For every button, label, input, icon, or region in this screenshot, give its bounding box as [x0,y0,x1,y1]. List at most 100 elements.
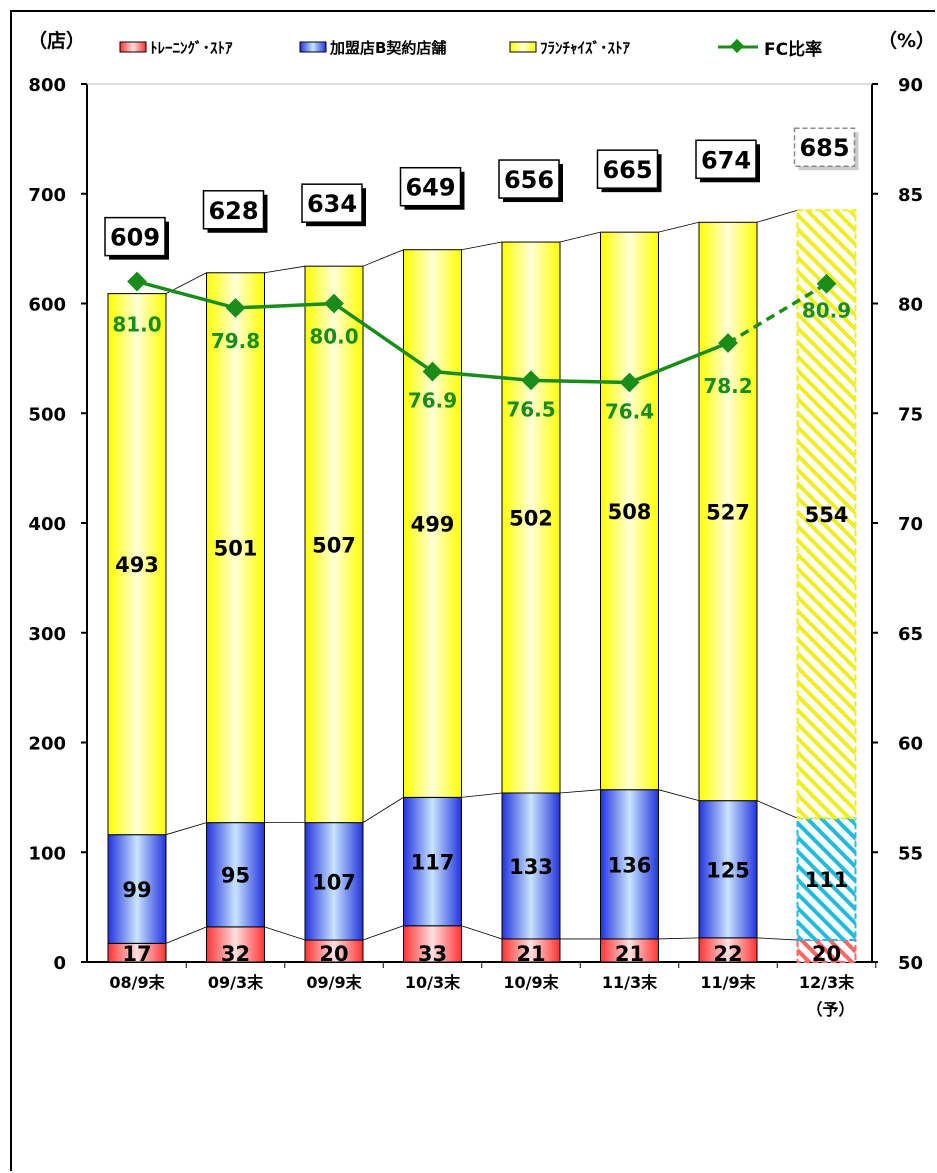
x-tick-label: 11/9末 [700,973,756,992]
member-b-contract-bar [107,834,167,944]
segment-value-label: 22 [713,942,742,966]
y-right-tick-label: 80 [898,295,923,316]
x-tick-label: 11/3末 [602,973,658,992]
series-connector-line [559,789,601,794]
segment-value-label: 527 [706,500,750,524]
fc-ratio-point [718,333,738,353]
segment-value-label: 554 [805,503,849,527]
legend-label: FC比率 [764,39,822,60]
franchise-store-bar [698,221,758,802]
x-tick-label: 10/3末 [405,973,461,992]
y-right-tick-label: 65 [898,624,923,645]
series-connector-line [165,926,207,944]
total-value-label: 628 [208,197,258,225]
segment-value-label: 493 [115,553,159,577]
segment-value-label: 117 [411,851,455,875]
chart-legend: ﾄﾚｰﾆﾝｸﾞ･ｽﾄｱ 加盟店B契約店舗 ﾌﾗﾝﾁｬｲｽﾞ･ｽﾄｱ FC比率 [119,38,822,60]
segment-value-label: 20 [812,942,841,966]
total-value-label: 609 [110,224,160,252]
chart-frame [10,10,935,1171]
total-value-label: 674 [701,146,751,174]
x-tick-label: 09/9末 [306,973,362,992]
x-tick-label: 12/3末 [799,973,855,992]
y-left-tick-label: 500 [28,404,66,425]
member-b-contract-bar [698,800,758,939]
segment-value-label: 107 [312,870,356,894]
total-box [301,183,363,223]
fc-ratio-value-label: 76.9 [408,389,457,413]
segment-value-label: 21 [516,942,545,966]
fc-ratio-value-label: 80.9 [802,299,851,323]
segment-value-label: 508 [608,500,652,524]
series-connector-line [756,800,798,819]
fc-ratio-value-label: 81.0 [112,313,161,337]
total-value-label: 656 [504,166,554,194]
x-tick-label: 10/9末 [503,973,559,992]
y-right-unit-label: （%） [878,29,935,52]
fc-ratio-point [225,297,246,318]
training-store-bar [403,925,462,963]
series-connector-line [362,925,404,941]
segment-value-label: 502 [509,507,553,531]
segment-value-label: 32 [221,942,250,966]
series-connector-line [362,797,404,823]
y-left-tick-label: 800 [28,75,66,96]
segment-value-label: 499 [411,513,455,537]
series-connector-line [461,792,503,798]
fc-ratio-value-label: 76.4 [605,400,654,424]
x-tick-label: 08/9末 [109,973,165,992]
y-left-tick-label: 300 [28,624,66,645]
fc-ratio-line-forecast [727,282,828,345]
franchise-store-bar [403,249,462,798]
total-value-label: 665 [602,156,652,184]
y-right-tick-label: 75 [898,404,923,425]
fc-ratio-value-label: 78.2 [703,374,752,398]
series-connector-line [165,822,207,836]
total-connector-lines [165,209,798,944]
series-connector-line [362,249,404,267]
y-left-tick-label: 400 [28,514,66,535]
legend-diamond-marker [729,38,745,54]
segment-value-label: 111 [805,868,849,892]
series-connector-line [658,221,700,233]
legend-swatch-red [119,41,147,53]
y-right-tick-label: 85 [898,185,923,206]
member-b-contract-bar [600,789,659,940]
total-box [104,216,166,257]
legend-swatch-yellow [509,41,537,53]
legend-label: 加盟店B契約店舗 [329,39,446,57]
franchise-store-bar [600,231,659,791]
series-connector-line [658,937,700,940]
total-box [202,190,265,230]
training-store-bar [206,926,265,963]
y-right-tick-label: 70 [898,514,923,535]
total-box [695,139,757,180]
total-value-label: 685 [799,134,849,162]
segment-value-label: 507 [312,533,356,557]
y-left-tick-label: 600 [28,295,66,316]
fc-ratio-point [127,271,147,292]
total-box [399,166,462,207]
y-left-unit-label: （店） [28,29,85,52]
segment-value-label: 125 [706,858,750,882]
fc-ratio-value-label: 76.5 [506,397,555,421]
y-left-tick-label: 0 [53,953,66,974]
fc-ratio-value-label: 79.8 [211,329,260,353]
franchise-store-bar [304,265,364,824]
series-connector-line [756,209,798,223]
total-value-label: 634 [307,190,357,218]
y-left-tick-label: 100 [28,843,66,864]
series-connector-line [461,925,503,940]
series-connector-line [658,789,700,802]
total-box [793,127,856,167]
fc-ratio-point [619,372,640,393]
legend-label: ﾄﾚｰﾆﾝｸﾞ･ｽﾄｱ [150,39,233,57]
member-b-contract-bar [796,817,857,942]
series-connector-line [264,926,306,941]
y-right-tick-label: 55 [898,843,923,864]
fc-ratio-point [324,293,344,314]
series-connector-line [756,937,798,941]
chart-axes: （店） （%） 0 100 200 300 400 500 600 700 800 50 55 60 65 7… [28,29,935,1019]
y-left-tick-label: 200 [28,734,66,755]
